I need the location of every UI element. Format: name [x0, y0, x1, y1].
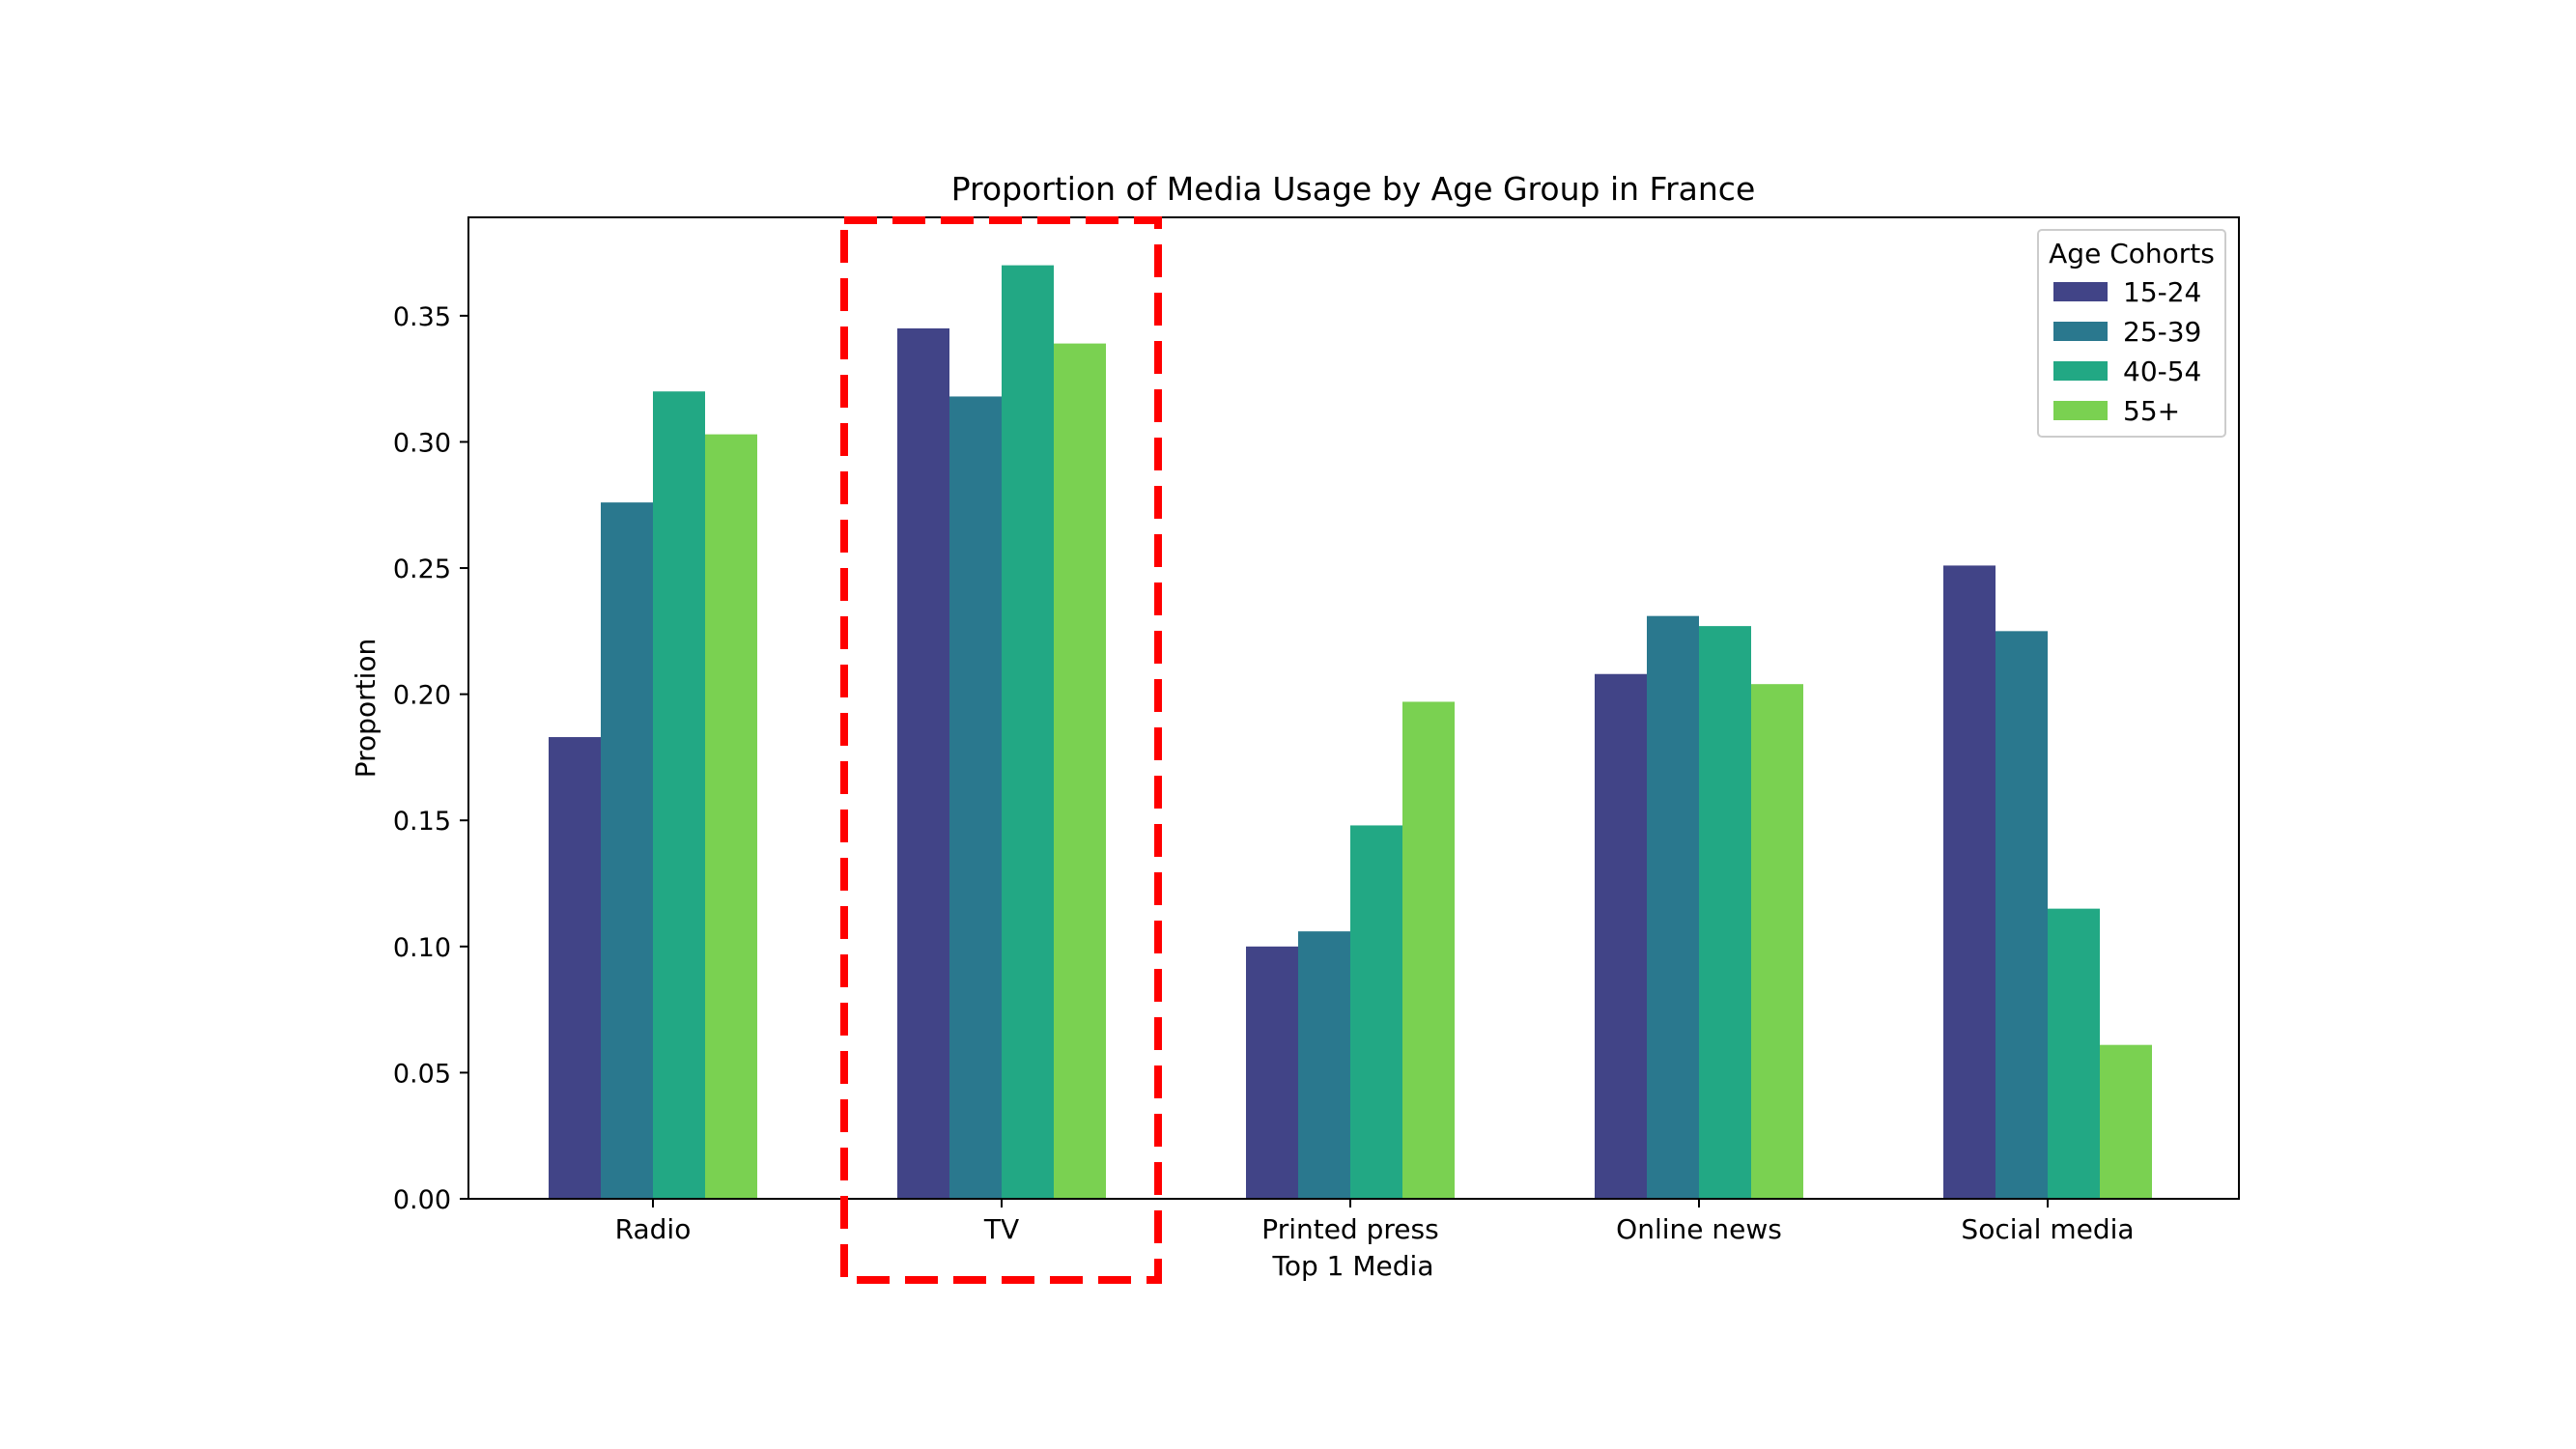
y-axis-label: Proportion	[350, 639, 382, 778]
x-axis-label: Top 1 Media	[1272, 1250, 1434, 1282]
x-tick-label: Online news	[1616, 1213, 1782, 1245]
chart-title: Proportion of Media Usage by Age Group i…	[951, 170, 1756, 208]
x-tick-label: Social media	[1961, 1213, 2134, 1245]
bar-radio-25-39	[601, 502, 653, 1199]
y-tick-label: 0.35	[393, 302, 451, 332]
y-tick-label: 0.05	[393, 1059, 451, 1089]
y-tick-label: 0.20	[393, 681, 451, 711]
bar-online-news-15-24	[1595, 673, 1647, 1199]
bar-social-media-15-24	[1943, 565, 1996, 1199]
bar-online-news-40-54	[1699, 626, 1751, 1199]
legend-label: 25-39	[2123, 316, 2201, 348]
legend-swatch	[2053, 361, 2108, 381]
legend-label: 15-24	[2123, 276, 2201, 308]
bar-printed-press-25-39	[1298, 931, 1350, 1199]
bars-group	[549, 265, 2152, 1200]
legend-swatch	[2053, 401, 2108, 420]
y-tick-label: 0.00	[393, 1185, 451, 1215]
plot-frame	[467, 216, 2240, 1200]
legend-label: 40-54	[2123, 355, 2201, 387]
legend-items: 15-24 25-39 40-54 55+	[2053, 276, 2201, 427]
y-tick-label: 0.10	[393, 933, 451, 963]
bar-tv-15-24	[897, 327, 949, 1200]
y-tick-label: 0.30	[393, 428, 451, 458]
legend-box	[2037, 229, 2226, 438]
y-axis: 0.00 0.05 0.10 0.15 0.20 0.25 0.30 0.35	[393, 302, 468, 1215]
bar-printed-press-40-54	[1350, 825, 1402, 1199]
bar-social-media-55plus	[2100, 1044, 2152, 1199]
y-tick-label: 0.25	[393, 554, 451, 584]
legend-label: 55+	[2123, 395, 2180, 427]
bar-online-news-25-39	[1647, 615, 1699, 1199]
x-tick-label: Radio	[615, 1213, 692, 1245]
legend-title: Age Cohorts	[2049, 238, 2215, 270]
x-axis: Radio TV Printed press Online news Social me…	[615, 1199, 2135, 1245]
bar-social-media-25-39	[1996, 631, 2048, 1199]
bar-tv-55plus	[1054, 343, 1106, 1199]
legend: Age Cohorts 15-24 25-39 40-54 55+	[2037, 229, 2226, 438]
bar-printed-press-15-24	[1246, 946, 1298, 1199]
bar-tv-25-39	[949, 396, 1002, 1199]
bar-radio-55plus	[705, 434, 757, 1200]
bar-radio-15-24	[549, 737, 601, 1199]
x-tick-label: Printed press	[1261, 1213, 1438, 1245]
bar-social-media-40-54	[2048, 908, 2100, 1199]
bar-online-news-55plus	[1751, 684, 1803, 1199]
bar-printed-press-55plus	[1402, 701, 1455, 1199]
bar-tv-40-54	[1002, 265, 1054, 1200]
highlight-box	[840, 216, 1162, 1284]
legend-swatch	[2053, 282, 2108, 301]
y-tick-label: 0.15	[393, 807, 451, 837]
legend-swatch	[2053, 322, 2108, 341]
x-tick-label: TV	[983, 1213, 1019, 1245]
bar-radio-40-54	[653, 391, 705, 1199]
